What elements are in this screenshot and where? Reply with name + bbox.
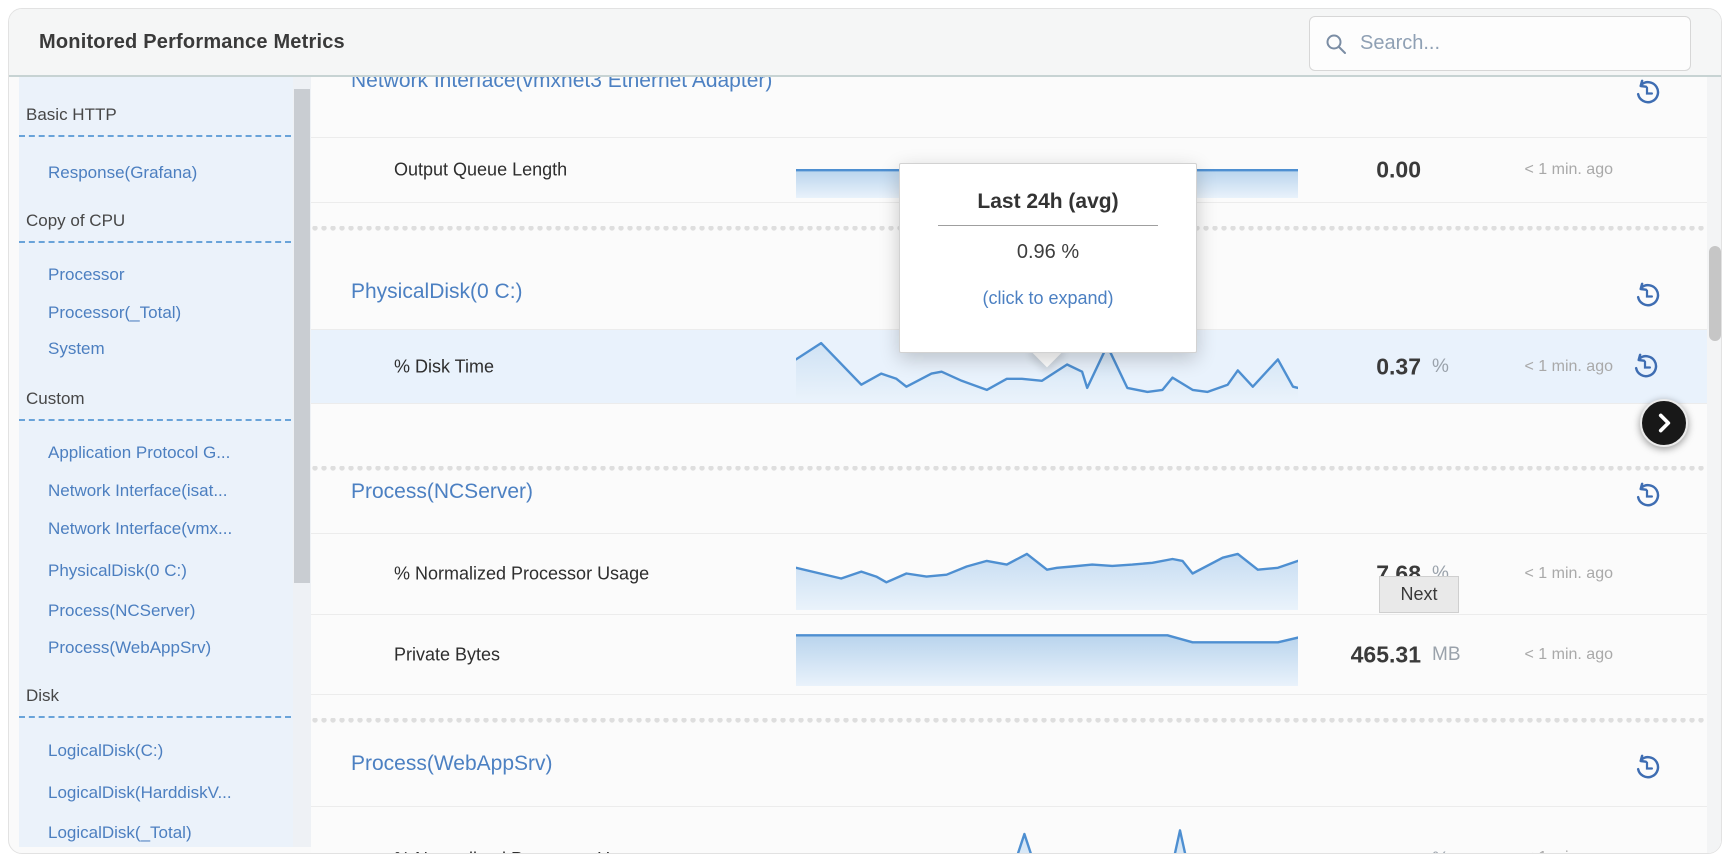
sidebar-scrollbar-track[interactable]: [293, 77, 311, 847]
search-input[interactable]: [1358, 31, 1676, 56]
metric-unit: %: [1432, 355, 1449, 377]
page-title: Monitored Performance Metrics: [39, 30, 345, 53]
history-icon[interactable]: [1633, 482, 1661, 510]
header-bar: Monitored Performance Metrics: [9, 9, 1721, 77]
metric-unit: %: [1432, 849, 1449, 853]
sidebar-item-processor-total[interactable]: Processor(_Total): [48, 303, 182, 322]
sidebar-group-basic-http: Basic HTTP: [26, 105, 117, 124]
metric-label: % Normalized Processor Usage: [394, 849, 649, 853]
sparkline-normalized-processor-usage[interactable]: [796, 547, 1298, 610]
metric-value: 465.31: [1350, 641, 1421, 667]
search-box[interactable]: [1309, 16, 1691, 71]
metric-timestamp: < 1 min. ago: [1524, 161, 1614, 178]
metric-timestamp: < 1 min. ago: [1461, 849, 1614, 853]
divider: [19, 135, 291, 137]
history-icon[interactable]: [1631, 353, 1659, 381]
section-divider: [311, 718, 1711, 727]
sparkline-private-bytes[interactable]: [796, 627, 1298, 686]
history-icon[interactable]: [1633, 754, 1661, 782]
dashboard-panel: Monitored Performance Metrics Basic HTTP…: [8, 8, 1722, 854]
sidebar-item-network-interface-isat[interactable]: Network Interface(isat...: [48, 481, 228, 500]
history-icon[interactable]: [1633, 79, 1661, 107]
sidebar-item-logicaldisk-c[interactable]: LogicalDisk(C:): [48, 741, 164, 760]
sidebar-item-process-webappsrv[interactable]: Process(WebAppSrv): [48, 638, 212, 657]
divider: [19, 716, 291, 718]
tooltip-title: Last 24h (avg): [977, 190, 1119, 213]
section-title-process-webappsrv[interactable]: Process(WebAppSrv): [351, 752, 553, 775]
metric-label: Private Bytes: [394, 644, 501, 664]
sidebar-item-logicaldisk-harddiskv[interactable]: LogicalDisk(HarddiskV...: [48, 783, 232, 802]
metric-label: % Normalized Processor Usage: [394, 563, 650, 584]
divider: [19, 419, 291, 421]
sidebar-scrollbar-thumb[interactable]: [294, 89, 310, 583]
metric-timestamp: < 1 min. ago: [1524, 565, 1614, 582]
sidebar-group-custom: Custom: [26, 389, 85, 408]
tooltip-expand-hint: (click to expand): [982, 288, 1114, 308]
metric-value: 0.00: [1376, 156, 1421, 183]
metric-label: % Disk Time: [394, 356, 495, 376]
next-button-tooltip: Next: [1379, 576, 1459, 613]
metric-unit: MB: [1432, 643, 1461, 665]
metric-row-webappsrv-processor-usage: % Normalized Processor Usage 0.00 % < 1 …: [311, 806, 1707, 853]
metric-row-normalized-processor-usage: % Normalized Processor Usage 7.68 % < 1 …: [311, 533, 1707, 614]
next-page-button[interactable]: [1640, 399, 1688, 447]
section-title-network-interface[interactable]: Network Interface(vmxnet3 Ethernet Adapt…: [351, 77, 773, 92]
metric-row-private-bytes: Private Bytes 465.31 MB < 1 min. ago: [311, 614, 1707, 695]
sidebar-item-network-interface-vmx[interactable]: Network Interface(vmx...: [48, 519, 233, 538]
section-divider: [311, 466, 1711, 475]
sidebar-item-logicaldisk-total[interactable]: LogicalDisk(_Total): [48, 823, 192, 842]
tooltip-divider: [938, 225, 1158, 226]
section-title-process-ncserver[interactable]: Process(NCServer): [351, 480, 534, 503]
metric-timestamp: < 1 min. ago: [1524, 645, 1614, 663]
sidebar-group-copy-of-cpu: Copy of CPU: [26, 211, 126, 230]
metrics-panel: Network Interface(vmxnet3 Ethernet Adapt…: [311, 77, 1721, 853]
sidebar-item-physicaldisk[interactable]: PhysicalDisk(0 C:): [48, 561, 187, 580]
metric-value: 0.37: [1376, 353, 1421, 379]
sidebar-item-process-ncserver[interactable]: Process(NCServer): [48, 601, 196, 620]
sidebar: Basic HTTP Response(Grafana) Copy of CPU…: [19, 77, 311, 847]
sidebar-group-disk: Disk: [26, 686, 60, 705]
main-scrollbar-thumb[interactable]: [1709, 246, 1721, 341]
sidebar-item-processor[interactable]: Processor: [48, 265, 125, 284]
metric-timestamp: < 1 min. ago: [1524, 357, 1614, 375]
sparkline-disk-time[interactable]: [796, 334, 1298, 399]
sidebar-item-response-grafana[interactable]: Response(Grafana): [48, 163, 198, 182]
tooltip-value: 0.96 %: [1016, 241, 1080, 263]
metric-label: Output Queue Length: [394, 159, 568, 180]
history-icon[interactable]: [1633, 282, 1661, 310]
divider: [19, 241, 291, 243]
metric-value: 0.00: [1289, 849, 1421, 853]
section-title-physicaldisk[interactable]: PhysicalDisk(0 C:): [351, 280, 523, 303]
search-icon: [1326, 34, 1346, 54]
chevron-right-icon: [1658, 413, 1671, 433]
sidebar-item-application-protocol[interactable]: Application Protocol G...: [48, 443, 231, 462]
sparkline-webappsrv-processor-usage[interactable]: [796, 828, 1298, 853]
sidebar-item-system[interactable]: System: [48, 339, 105, 358]
metric-hover-tooltip: Last 24h (avg) 0.96 % (click to expand): [899, 163, 1197, 353]
main-scrollbar-track[interactable]: [1707, 77, 1721, 853]
